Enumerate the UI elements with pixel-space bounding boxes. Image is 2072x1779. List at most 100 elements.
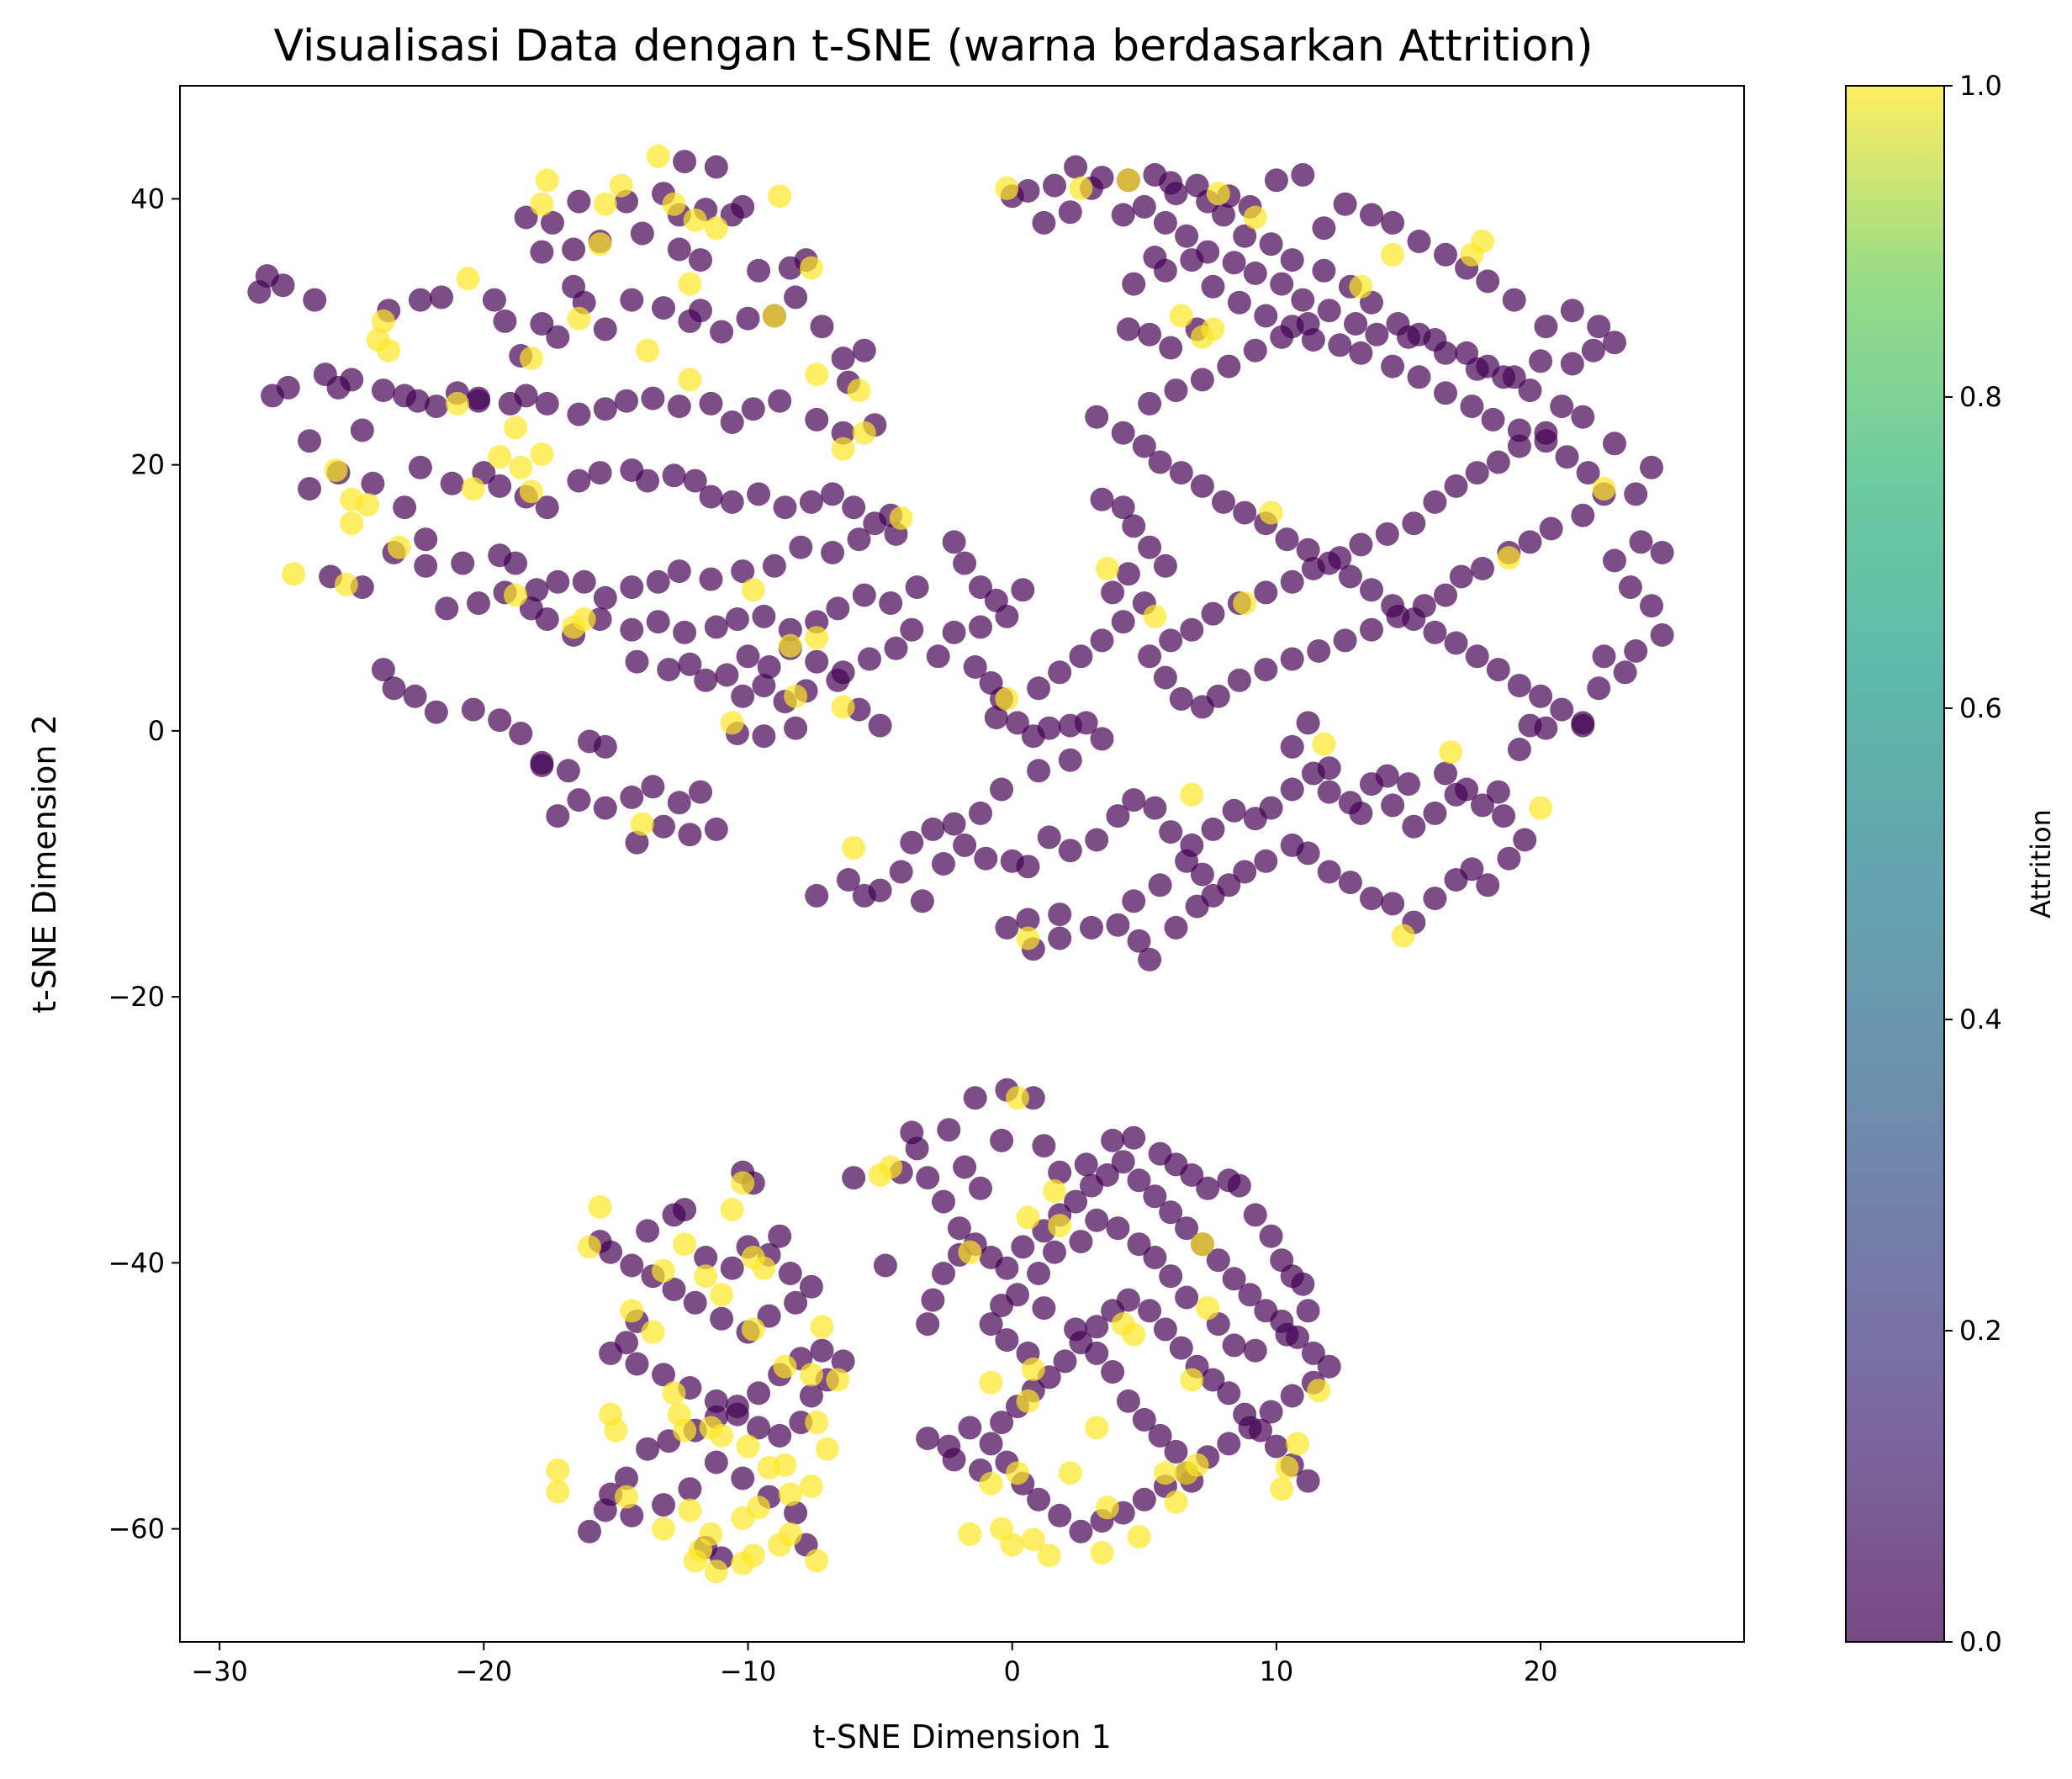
data-point bbox=[1592, 477, 1616, 501]
data-point bbox=[1090, 727, 1114, 751]
data-point bbox=[620, 575, 644, 600]
data-point bbox=[578, 1519, 601, 1543]
data-point bbox=[683, 1549, 707, 1573]
data-point bbox=[435, 596, 459, 621]
data-point bbox=[1090, 1541, 1114, 1565]
data-point bbox=[405, 389, 430, 413]
data-point bbox=[1058, 200, 1082, 225]
data-point bbox=[1254, 304, 1278, 328]
data-point bbox=[678, 272, 702, 296]
data-point bbox=[1243, 1203, 1267, 1227]
data-point bbox=[773, 495, 797, 520]
data-point bbox=[303, 288, 327, 312]
data-point bbox=[1640, 455, 1663, 479]
data-point bbox=[831, 347, 855, 371]
data-point bbox=[768, 1224, 792, 1248]
data-point bbox=[430, 285, 453, 310]
data-point bbox=[673, 1232, 697, 1257]
data-point bbox=[958, 1416, 982, 1440]
data-point bbox=[652, 1493, 675, 1517]
data-point bbox=[990, 1128, 1014, 1152]
data-point bbox=[1460, 394, 1484, 419]
data-point bbox=[805, 407, 829, 432]
data-point bbox=[298, 429, 321, 453]
data-point bbox=[1254, 849, 1278, 873]
data-point bbox=[1138, 391, 1162, 416]
colorbar-tick-label: 0.0 bbox=[1959, 1626, 2002, 1658]
data-point bbox=[799, 1475, 823, 1498]
x-tick-label: −20 bbox=[456, 1655, 513, 1687]
data-point bbox=[1138, 322, 1162, 347]
data-point bbox=[504, 416, 527, 440]
data-point bbox=[1196, 1176, 1220, 1200]
data-point bbox=[1486, 658, 1510, 682]
data-point bbox=[1027, 1487, 1051, 1512]
data-point bbox=[546, 804, 570, 829]
data-point bbox=[752, 604, 776, 628]
data-point bbox=[805, 626, 829, 650]
data-point bbox=[652, 1517, 675, 1541]
data-point bbox=[620, 1503, 644, 1528]
data-point bbox=[461, 477, 485, 501]
data-point bbox=[1481, 407, 1505, 432]
y-tick-label: −60 bbox=[108, 1513, 165, 1545]
data-point bbox=[1650, 541, 1674, 564]
data-point bbox=[1328, 333, 1352, 357]
data-point bbox=[1138, 947, 1162, 972]
data-point bbox=[1423, 490, 1447, 514]
data-point bbox=[900, 617, 924, 642]
data-point bbox=[530, 442, 554, 466]
data-point bbox=[530, 240, 554, 264]
data-point bbox=[1190, 1232, 1214, 1257]
data-point bbox=[588, 461, 612, 485]
data-point bbox=[847, 379, 871, 403]
data-point bbox=[879, 591, 903, 616]
data-point bbox=[1375, 764, 1399, 788]
data-point bbox=[387, 535, 411, 559]
data-point bbox=[1507, 674, 1531, 698]
data-point bbox=[1190, 695, 1214, 719]
data-point bbox=[1259, 232, 1283, 257]
data-point bbox=[1085, 1416, 1109, 1440]
data-point bbox=[778, 1262, 802, 1285]
data-point bbox=[1021, 1528, 1045, 1552]
data-point bbox=[1333, 628, 1357, 653]
data-point bbox=[916, 1166, 940, 1190]
data-point bbox=[1217, 1381, 1241, 1406]
data-point bbox=[1169, 1336, 1193, 1360]
data-point bbox=[1333, 192, 1357, 216]
data-point bbox=[652, 1363, 675, 1387]
data-point bbox=[836, 868, 860, 892]
data-point bbox=[519, 479, 543, 504]
data-point bbox=[646, 610, 670, 634]
data-point bbox=[1312, 732, 1336, 756]
colorbar-tick-label: 0.8 bbox=[1959, 381, 2002, 413]
data-point bbox=[340, 368, 364, 392]
data-point bbox=[282, 562, 306, 586]
data-point bbox=[493, 309, 517, 333]
data-point bbox=[799, 1384, 823, 1408]
data-point bbox=[1101, 1360, 1125, 1384]
data-point bbox=[1317, 860, 1341, 884]
data-point bbox=[720, 410, 744, 434]
data-point bbox=[525, 578, 549, 602]
data-point bbox=[593, 585, 617, 610]
data-point bbox=[1201, 317, 1225, 342]
data-point bbox=[1190, 862, 1214, 887]
data-point bbox=[710, 1306, 734, 1331]
data-point bbox=[789, 535, 813, 559]
data-point bbox=[831, 1349, 855, 1374]
data-point bbox=[1122, 1125, 1146, 1150]
data-point bbox=[799, 1363, 823, 1387]
data-point bbox=[1132, 194, 1156, 219]
data-point bbox=[1074, 711, 1098, 735]
scatter-points bbox=[247, 144, 1674, 1584]
data-point bbox=[1254, 658, 1278, 682]
data-point bbox=[932, 852, 955, 876]
data-point bbox=[969, 1176, 992, 1200]
data-point bbox=[1423, 328, 1447, 352]
data-point bbox=[1349, 341, 1373, 365]
data-point bbox=[873, 1253, 897, 1278]
data-point bbox=[593, 796, 617, 820]
data-point bbox=[1349, 274, 1373, 299]
